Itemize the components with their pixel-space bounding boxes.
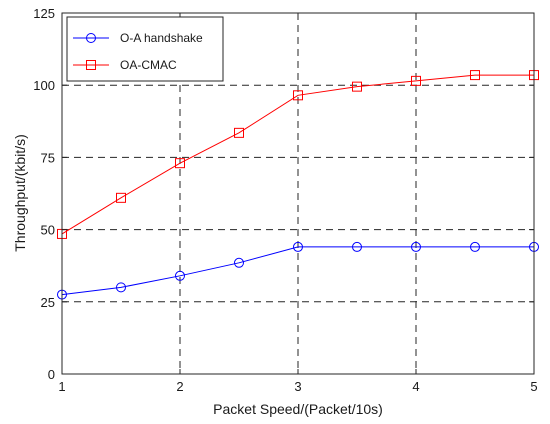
data-point-o-a-handshake-4 [293,241,303,252]
y-axis-label: Throughput/(kbit/s) [12,134,28,252]
data-point-o-a-handshake-1 [116,282,126,293]
x-tick-label-2: 2 [176,379,183,394]
y-tick-label-125: 125 [33,6,55,21]
legend-label-oa-handshake: O-A handshake [120,31,203,45]
data-point-o-a-handshake-2 [175,270,185,281]
series-line-o-a-handshake [61,246,534,296]
data-point-oa-cmac-2 [175,158,185,169]
x-tick-label-3: 3 [294,379,301,394]
data-point-o-a-handshake-3 [234,257,244,268]
data-point-o-a-handshake-6 [411,241,421,252]
x-tick-label-1: 1 [58,379,65,394]
data-point-oa-cmac-1 [116,192,126,203]
data-point-oa-cmac-6 [411,75,421,86]
legend-marker-oa-handshake [86,33,96,43]
x-tick-label-5: 5 [530,379,537,394]
x-axis-ticks: 1 2 3 4 5 [58,13,538,394]
legend-label-oa-cmac: OA-CMAC [120,58,177,72]
data-point-oa-cmac-5 [352,81,362,92]
data-point-o-a-handshake-5 [352,241,362,252]
x-axis-label: Packet Speed/(Packet/10s) [213,401,383,417]
legend-marker-oa-cmac [86,60,96,70]
y-tick-label-0: 0 [48,367,55,382]
y-tick-label-75: 75 [41,150,55,165]
legend-entry-oa-cmac: OA-CMAC [73,58,177,72]
legend-entry-oa-handshake: O-A handshake [73,31,203,45]
legend: O-A handshake OA-CMAC [66,16,224,82]
legend-box [66,16,224,82]
data-point-oa-cmac-3 [234,127,244,138]
y-axis-ticks: 0 25 50 75 100 125 [33,6,534,382]
data-point-o-a-handshake-7 [470,241,480,252]
data-point-oa-cmac-4 [293,90,303,101]
x-tick-label-4: 4 [412,379,419,394]
data-point-oa-cmac-7 [470,70,480,81]
y-tick-label-100: 100 [33,78,55,93]
series-line-oa-cmac [61,74,534,235]
y-tick-label-50: 50 [41,223,55,238]
series-oa-cmac [57,70,539,239]
y-tick-label-25: 25 [41,295,55,310]
